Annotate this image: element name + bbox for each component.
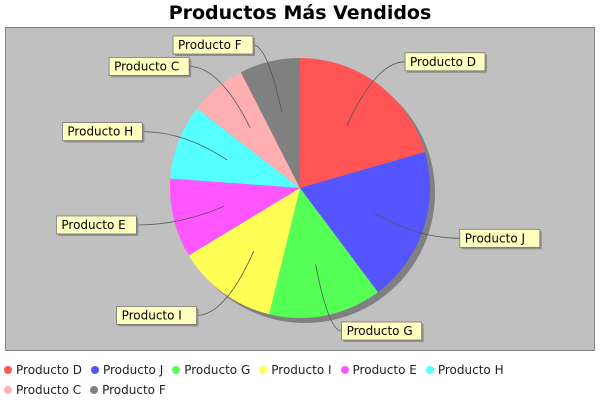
label-box-producto-e (55, 215, 137, 235)
pie-slice-producto-j[interactable] (300, 152, 430, 293)
pie-slice-producto-h[interactable] (170, 108, 300, 188)
legend-item-producto-d: Producto D (4, 360, 82, 380)
label-box-producto-c (108, 56, 190, 76)
slice-label-producto-g: Producto G (347, 324, 413, 338)
label-box-producto-h (62, 122, 143, 141)
legend-marker-icon (172, 366, 181, 374)
legend-label: Producto H (437, 363, 504, 377)
pie-slice-producto-e[interactable] (170, 178, 300, 256)
legend-label: Producto F (102, 383, 166, 397)
label-box-producto-j (459, 228, 541, 248)
legend-item-producto-f: Producto F (90, 380, 166, 400)
leader-line-producto-j (373, 212, 460, 239)
legend-marker-icon (425, 366, 434, 374)
legend-label: Producto J (102, 363, 164, 377)
slice-label-producto-i: Producto I (122, 308, 182, 322)
pie-slice-producto-c[interactable] (197, 72, 300, 188)
leader-line-producto-f (252, 44, 283, 113)
legend-item-producto-g: Producto G (172, 360, 250, 380)
legend-marker-icon (90, 386, 99, 394)
legend-item-producto-i: Producto I (259, 360, 332, 380)
label-box-producto-d (404, 52, 486, 72)
leader-line-producto-g (315, 264, 342, 332)
pie-slice-producto-f[interactable] (240, 57, 300, 188)
legend-label: Producto C (16, 383, 82, 397)
slice-label-producto-d: Producto D (410, 55, 476, 69)
label-box-producto-i (116, 306, 197, 325)
legend: Producto D Producto J Producto G Producto I… (4, 360, 596, 400)
legend-item-producto-e: Producto E (340, 360, 417, 380)
slice-label-producto-j: Producto J (465, 231, 525, 245)
legend-label: Producto G (184, 363, 251, 377)
leader-line-producto-d (346, 61, 406, 126)
legend-label: Producto E (352, 363, 417, 377)
leader-line-producto-c (189, 66, 251, 129)
legend-marker-icon (4, 386, 12, 394)
legend-marker-icon (259, 366, 268, 374)
legend-marker-icon (90, 366, 99, 374)
slice-label-producto-e: Producto E (61, 218, 125, 232)
label-box-producto-f (172, 35, 254, 55)
slice-label-producto-c: Producto C (114, 59, 179, 73)
legend-marker-icon (4, 366, 12, 374)
pie-slice-producto-g[interactable] (269, 188, 378, 319)
legend-item-producto-h: Producto H (425, 360, 504, 380)
pie-slice-producto-i[interactable] (188, 188, 300, 315)
legend-item-producto-c: Producto C (4, 380, 81, 400)
legend-marker-icon (340, 366, 349, 374)
label-box-producto-g (341, 321, 423, 341)
leader-line-producto-e (136, 205, 225, 226)
leader-line-producto-i (196, 250, 255, 316)
leader-line-producto-h (142, 131, 228, 161)
chart-title: Productos Más Vendidos (168, 2, 432, 24)
legend-label: Producto D (16, 363, 82, 377)
slice-label-producto-f: Producto F (178, 38, 242, 52)
legend-label: Producto I (271, 363, 332, 377)
pie-slice-producto-d[interactable] (300, 58, 425, 188)
slice-label-producto-h: Producto H (67, 125, 133, 139)
legend-item-producto-j: Producto J (90, 360, 164, 380)
